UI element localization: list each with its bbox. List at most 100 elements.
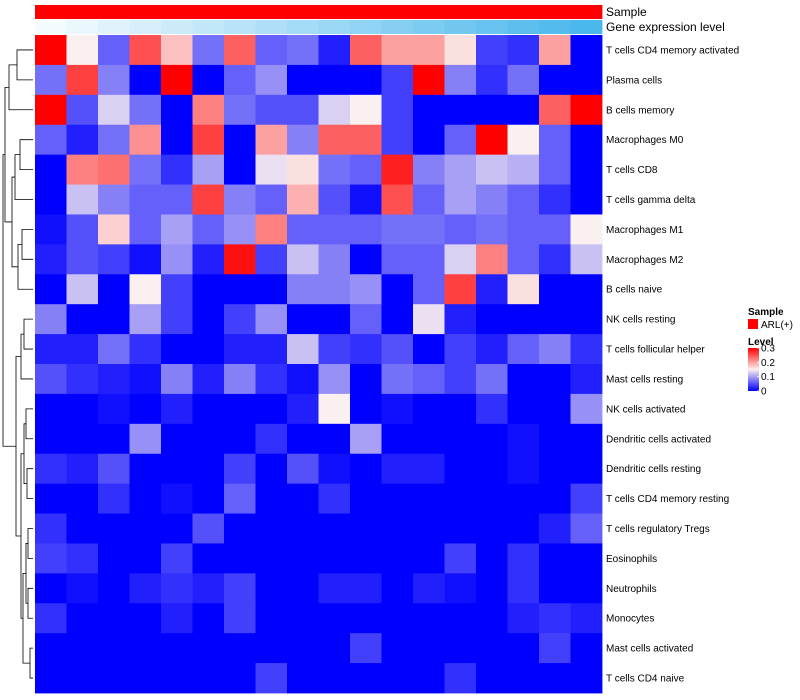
heatmap-cell: [476, 154, 508, 185]
heatmap-cell: [539, 35, 571, 66]
heatmap-cell: [98, 603, 130, 634]
heatmap-cell: [570, 364, 603, 395]
annotation-cell: [318, 20, 351, 34]
dendrogram-branch: [20, 333, 33, 380]
heatmap-cell: [539, 603, 571, 634]
annotation-cell: [539, 5, 571, 19]
annotation-cell: [129, 5, 162, 19]
row-label: T cells CD4 memory activated: [606, 45, 739, 56]
heatmap-cell: [507, 274, 540, 305]
heatmap-cell: [66, 663, 99, 694]
heatmap-cell: [255, 304, 288, 335]
heatmap-cell: [287, 633, 319, 664]
heatmap-cell: [476, 663, 508, 694]
row-label: T cells gamma delta: [606, 195, 696, 206]
legend-level-title: Level: [748, 337, 774, 348]
heatmap-cell: [98, 573, 130, 604]
heatmap-cell: [444, 543, 477, 574]
heatmap-cell: [224, 334, 256, 365]
heatmap-cell: [539, 64, 571, 96]
heatmap-cell: [507, 573, 540, 604]
heatmap-cell: [570, 94, 603, 126]
heatmap-cell: [507, 543, 540, 574]
heatmap-cell: [161, 274, 193, 305]
heatmap-cell: [318, 184, 351, 215]
heatmap-cell: [507, 334, 540, 365]
heatmap-cell: [98, 124, 130, 156]
heatmap-cell: [476, 64, 508, 96]
heatmap-cell: [570, 543, 603, 574]
heatmap-cell: [255, 633, 288, 664]
heatmap-cell: [381, 304, 414, 335]
legend-tick-label: 0.2: [761, 358, 775, 369]
heatmap-cell: [255, 35, 288, 66]
heatmap-cell: [255, 154, 288, 185]
dendrogram-branch: [27, 528, 33, 559]
heatmap-cell: [66, 423, 99, 455]
legend-tick-label: 0: [761, 387, 767, 398]
heatmap-cell: [192, 573, 225, 604]
heatmap-cell: [507, 603, 540, 634]
heatmap-cell: [444, 334, 477, 365]
heatmap-cell: [98, 543, 130, 574]
heatmap-cell: [161, 364, 193, 395]
heatmap-cell: [66, 94, 99, 126]
heatmap-cell: [413, 94, 445, 126]
heatmap-cell: [161, 603, 193, 634]
heatmap-cell: [129, 304, 162, 335]
heatmap-cell: [413, 603, 445, 634]
heatmap-cell: [255, 334, 288, 365]
heatmap-cell: [413, 573, 445, 604]
dendrogram-branch: [23, 318, 33, 350]
heatmap-cell: [381, 274, 414, 305]
heatmap-cell: [318, 64, 351, 96]
heatmap-cell: [98, 364, 130, 395]
heatmap-cell: [539, 334, 571, 365]
heatmap-cell: [287, 184, 319, 215]
heatmap-cell: [350, 214, 382, 245]
annotation-cell: [255, 5, 288, 19]
heatmap-cell: [129, 274, 162, 305]
annotation-cell: [476, 20, 508, 34]
heatmap-cell: [350, 124, 382, 156]
heatmap-cell: [476, 453, 508, 485]
row-label: NK cells resting: [606, 315, 675, 326]
heatmap-cell: [570, 124, 603, 156]
heatmap-cell: [192, 64, 225, 96]
heatmap-cell: [66, 393, 99, 425]
heatmap-cell: [476, 423, 508, 455]
dendrogram-branch: [27, 587, 33, 619]
heatmap-cell: [507, 154, 540, 185]
heatmap-cell: [192, 633, 225, 664]
row-label: Dendritic cells activated: [606, 434, 711, 445]
row-label: Macrophages M2: [606, 255, 684, 266]
row-label: Dendritic cells resting: [606, 464, 701, 475]
heatmap-cell: [66, 573, 99, 604]
heatmap-cell: [507, 64, 540, 96]
heatmap-cell: [318, 603, 351, 634]
heatmap-cell: [255, 364, 288, 395]
heatmap-cell: [318, 124, 351, 156]
heatmap-cell: [476, 184, 508, 215]
annotation-cell: [224, 5, 256, 19]
heatmap-cell: [287, 543, 319, 574]
heatmap-cell: [66, 453, 99, 485]
heatmap-cell: [381, 633, 414, 664]
heatmap-cell: [476, 304, 508, 335]
heatmap-cell: [66, 244, 99, 275]
heatmap-cell: [224, 633, 256, 664]
annotation-cell: [381, 5, 414, 19]
heatmap-cell: [255, 94, 288, 126]
row-label: Macrophages M0: [606, 135, 684, 146]
heatmap-cell: [476, 274, 508, 305]
heatmap-cell: [224, 64, 256, 96]
heatmap-cell: [192, 423, 225, 455]
heatmap-cell: [381, 244, 414, 275]
heatmap-cell: [539, 154, 571, 185]
heatmap-cell: [287, 393, 319, 425]
heatmap-cell: [98, 393, 130, 425]
annotation-cell: [444, 5, 477, 19]
heatmap-cell: [318, 513, 351, 544]
heatmap-cell: [350, 603, 382, 634]
heatmap-cell: [507, 364, 540, 395]
